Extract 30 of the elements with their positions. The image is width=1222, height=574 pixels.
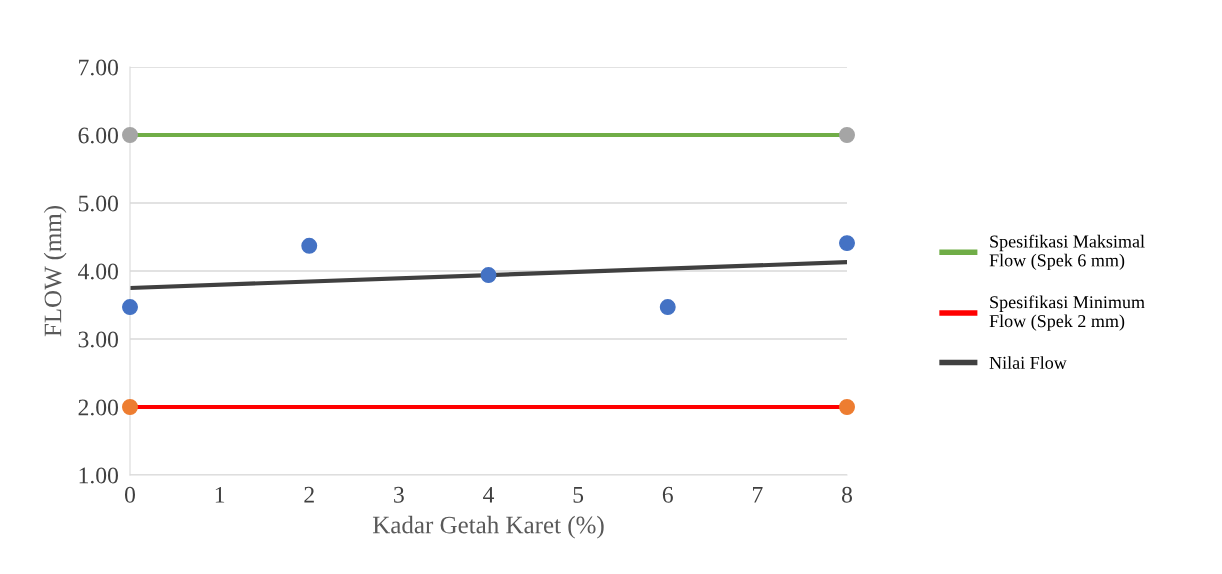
point [659,299,676,316]
x-tick-label: 7 [753,487,763,503]
x-tick-label: 2 [304,486,314,503]
x-tick-label: 8 [842,486,852,503]
point [122,127,138,143]
y-tick-label: 6.00 [78,127,118,144]
y-tick-label: 5.00 [78,195,118,212]
y-tick-label: 4.00 [78,263,118,280]
y-tick-label: 2.00 [78,399,118,416]
x-tick-label: 1 [215,486,225,503]
x-tick-label: 0 [125,486,135,503]
x-tick-label: 5 [573,487,584,503]
point [839,235,855,252]
legend-label: Spesifikasi Maksimal Flow (Spek 6 mm) [989,234,1145,271]
point [122,399,138,415]
y-tick-label: 3.00 [78,331,118,348]
point [839,127,855,143]
y-tick-label: 7.00 [79,59,118,76]
point [301,237,318,254]
legend-label: Nilai Flow [989,356,1067,369]
x-tick-label: 3 [394,486,404,503]
y-tick-label: 1.00 [79,467,118,484]
point [480,267,497,284]
legend-label: Spesifikasi Minimum Flow (Spek 2 mm) [989,295,1145,331]
y-axis-title: FLOW (mm) [43,206,67,337]
x-tick-label: 4 [483,486,495,503]
point [122,299,138,316]
point [839,399,855,415]
x-tick-label: 6 [662,486,673,503]
x-axis-title: Kadar Getah Karet (%) [372,515,604,539]
